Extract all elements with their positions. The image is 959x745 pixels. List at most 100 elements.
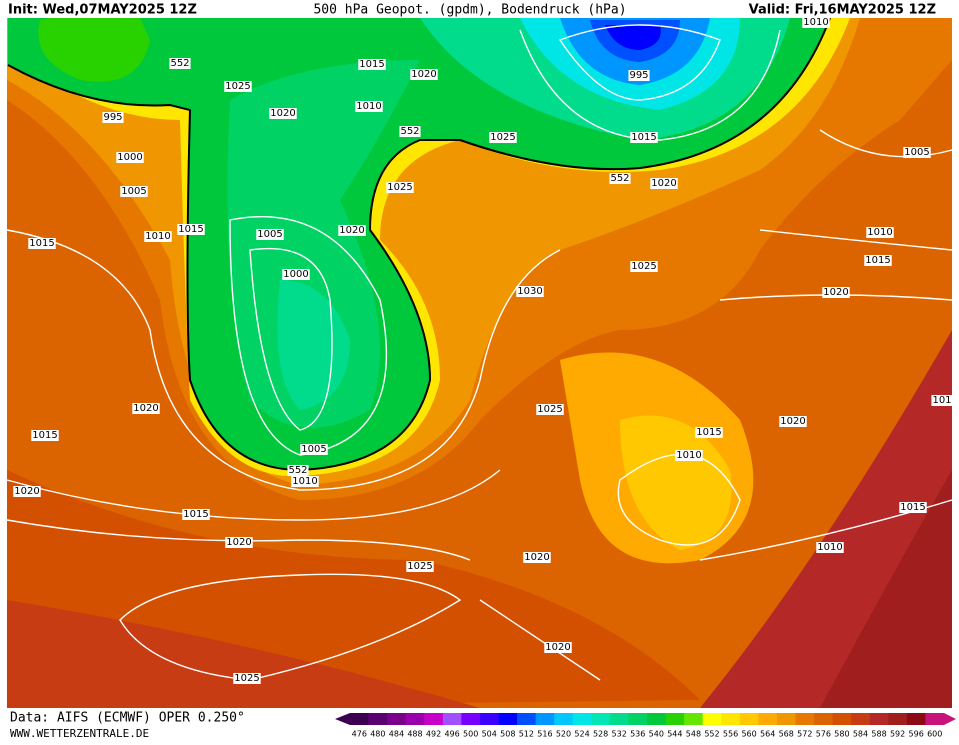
colorbar-label: 584 xyxy=(853,730,868,739)
label-halo xyxy=(358,59,386,70)
isobar-label: 1020 xyxy=(339,225,364,236)
label-halo xyxy=(291,476,319,487)
label-halo xyxy=(816,542,844,553)
isobar-label: 1015 xyxy=(29,238,54,249)
isobar-label: 1010 xyxy=(867,227,892,238)
colorbar-label: 516 xyxy=(537,730,552,739)
label-halo xyxy=(609,173,631,184)
colorbar-swatch xyxy=(665,713,685,725)
colorbar-swatch xyxy=(776,713,796,725)
colorbar-label: 576 xyxy=(816,730,831,739)
colorbar-label: 536 xyxy=(630,730,645,739)
isobar-label: 101 xyxy=(932,395,951,406)
isobar-label: 552 xyxy=(400,126,419,137)
colorbar-swatch xyxy=(851,713,871,725)
colorbar-swatch xyxy=(702,713,722,725)
isobar-label: 1025 xyxy=(387,182,412,193)
label-halo xyxy=(903,147,931,158)
colorbar-label: 528 xyxy=(593,730,608,739)
colorbar-label: 496 xyxy=(444,730,459,739)
colorbar-label: 548 xyxy=(686,730,701,739)
label-halo xyxy=(182,509,210,520)
init-time: Init: Wed,07MAY2025 12Z xyxy=(8,3,197,18)
label-halo xyxy=(822,287,850,298)
isobar-label: 1025 xyxy=(407,561,432,572)
label-halo xyxy=(386,182,414,193)
colorbar-label: 540 xyxy=(649,730,664,739)
label-halo xyxy=(177,224,205,235)
colorbar-label: 480 xyxy=(370,730,385,739)
colorbar-swatch xyxy=(758,713,778,725)
colorbar-swatch xyxy=(424,713,444,725)
colorbar-label: 512 xyxy=(519,730,534,739)
isobar-label: 1010 xyxy=(676,450,701,461)
colorbar-label: 588 xyxy=(871,730,886,739)
label-halo xyxy=(132,403,160,414)
colorbar-swatch xyxy=(591,713,611,725)
label-halo xyxy=(406,561,434,572)
map-field xyxy=(6,17,953,708)
label-halo xyxy=(630,261,658,272)
isobar-label: 1005 xyxy=(121,186,146,197)
label-halo xyxy=(269,108,297,119)
colorbar-label: 600 xyxy=(927,730,942,739)
isobar-label: 1025 xyxy=(490,132,515,143)
colorbar-label: 532 xyxy=(612,730,627,739)
isobar-labels: 552 1025 1015 1020 995 1020 1010 552 102… xyxy=(13,17,953,684)
label-halo xyxy=(13,486,41,497)
isobar-label: 1020 xyxy=(411,69,436,80)
isobar-label: 1015 xyxy=(865,255,890,266)
isobar-label: 1015 xyxy=(178,224,203,235)
isobar-label: 1000 xyxy=(283,269,308,280)
colorbar-label: 592 xyxy=(890,730,905,739)
isobar-label: 1010 xyxy=(292,476,317,487)
label-halo xyxy=(489,132,517,143)
colorbar-label: 504 xyxy=(482,730,497,739)
label-halo xyxy=(410,69,438,80)
isobar-label: 1025 xyxy=(537,404,562,415)
isobar-label: 1010 xyxy=(803,17,828,28)
colorbar-label: 564 xyxy=(760,730,775,739)
label-halo xyxy=(116,152,144,163)
label-halo xyxy=(544,642,572,653)
isobar-label: 1015 xyxy=(183,509,208,520)
colorbar-label: 544 xyxy=(667,730,682,739)
valid-time: Valid: Fri,16MAY2025 12Z xyxy=(749,3,936,18)
colorbar-swatch xyxy=(498,713,518,725)
label-halo xyxy=(224,81,252,92)
label-halo xyxy=(630,132,658,143)
label-halo xyxy=(233,673,261,684)
colorbar-label: 524 xyxy=(574,730,589,739)
label-halo xyxy=(650,178,678,189)
colorbar-swatch xyxy=(461,713,481,725)
colorbar-swatch xyxy=(906,713,926,725)
colorbar-end xyxy=(944,713,956,725)
isobar-label: 1020 xyxy=(651,178,676,189)
label-halo xyxy=(120,186,148,197)
isobar-label: 1015 xyxy=(696,427,721,438)
site-url: WWW.WETTERZENTRALE.DE xyxy=(10,727,149,740)
colorbar-swatch xyxy=(628,713,648,725)
label-halo xyxy=(399,126,421,137)
colorbar-label: 552 xyxy=(704,730,719,739)
colorbar-swatch xyxy=(684,713,704,725)
data-source: Data: AIFS (ECMWF) OPER 0.250° xyxy=(10,711,245,726)
colorbar-label: 572 xyxy=(797,730,812,739)
label-halo xyxy=(899,502,927,513)
isobar-label: 1010 xyxy=(145,231,170,242)
colorbar-swatch xyxy=(442,713,462,725)
colorbar-swatch xyxy=(368,713,388,725)
isobar-label: 1020 xyxy=(780,416,805,427)
isobar-label: 1015 xyxy=(900,502,925,513)
label-halo xyxy=(338,225,366,236)
isobar-label: 1005 xyxy=(301,444,326,455)
label-halo xyxy=(355,101,383,112)
label-halo xyxy=(300,444,328,455)
isobar-label: 1005 xyxy=(257,229,282,240)
colorbar-label: 476 xyxy=(352,730,367,739)
isobar-label: 1025 xyxy=(234,673,259,684)
colorbar-label: 556 xyxy=(723,730,738,739)
label-halo xyxy=(695,427,723,438)
colorbar-swatch xyxy=(405,713,425,725)
